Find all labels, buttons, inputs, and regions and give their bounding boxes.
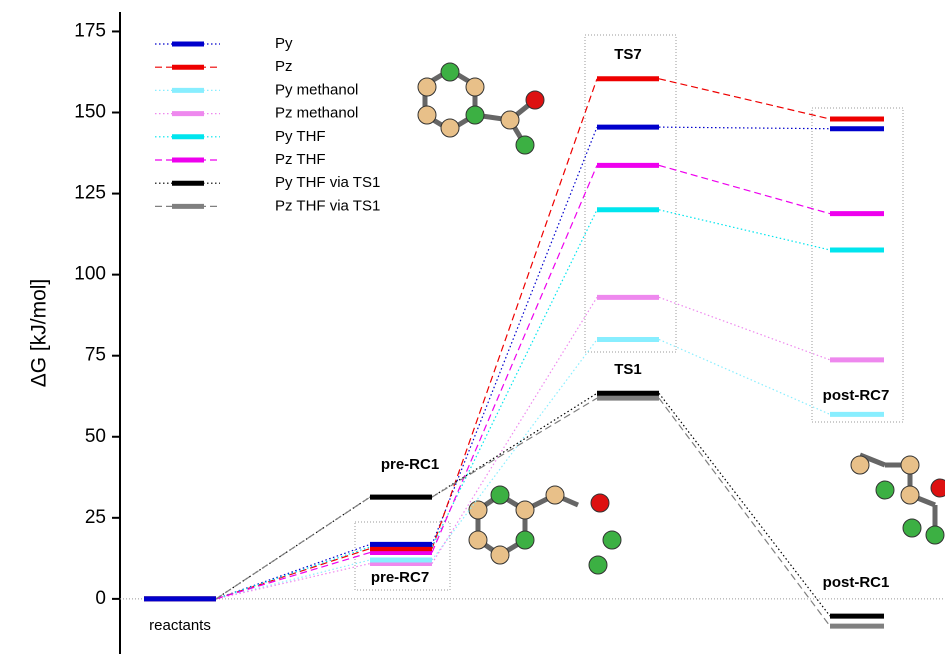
legend-label: Py <box>275 35 293 52</box>
connector <box>432 393 597 497</box>
connector <box>432 79 597 549</box>
connector <box>659 393 830 616</box>
connector <box>659 210 830 250</box>
connector <box>432 297 597 563</box>
y-tick-label: 75 <box>85 345 106 366</box>
group-boxes <box>355 35 903 590</box>
legend-label: Py THF <box>275 128 326 145</box>
box-post-rc7 <box>812 108 903 422</box>
chart: ΔG [kJ/mol] 0 25 50 75 100 125 150 175 reactants… <box>0 0 945 656</box>
connector <box>659 127 830 129</box>
y-tick-label: 100 <box>74 264 106 285</box>
legend-label: Pz THF via TS1 <box>275 197 380 214</box>
stage-label: post-RC7 <box>823 387 890 404</box>
y-tick-label: 50 <box>85 426 106 447</box>
connector <box>216 547 370 599</box>
molecule <box>418 63 945 574</box>
connector <box>432 398 597 497</box>
legend-label: Py methanol <box>275 81 358 98</box>
legend-label: Py THF via TS1 <box>275 174 380 191</box>
stage-label: post-RC1 <box>823 574 890 591</box>
connector <box>659 79 830 119</box>
stage-label: TS7 <box>614 46 642 63</box>
y-axis-label: ΔG [kJ/mol] <box>28 279 51 388</box>
connector <box>659 398 830 626</box>
connector <box>659 165 830 213</box>
connector <box>216 553 370 599</box>
y-tick-label: 25 <box>85 507 106 528</box>
connector <box>432 165 597 552</box>
y-tick-label: 150 <box>74 102 106 123</box>
legend-label: Pz THF <box>275 151 326 168</box>
legend-label: Pz methanol <box>275 105 358 122</box>
y-tick-label: 0 <box>95 588 106 609</box>
connector <box>216 560 370 599</box>
legend-label: Pz <box>275 58 293 75</box>
connector <box>432 339 597 559</box>
connector <box>216 497 370 599</box>
stage-label: pre-RC7 <box>371 569 429 586</box>
x-category-label: reactants <box>149 617 211 634</box>
connector <box>216 564 370 599</box>
stage-label: TS1 <box>614 361 642 378</box>
connector <box>659 297 830 360</box>
box-ts7 <box>585 35 676 352</box>
connector <box>659 339 830 414</box>
y-tick-label: 175 <box>74 20 106 41</box>
stage-label: pre-RC1 <box>381 456 439 473</box>
connector <box>432 210 597 547</box>
y-tick-label: 125 <box>74 183 106 204</box>
